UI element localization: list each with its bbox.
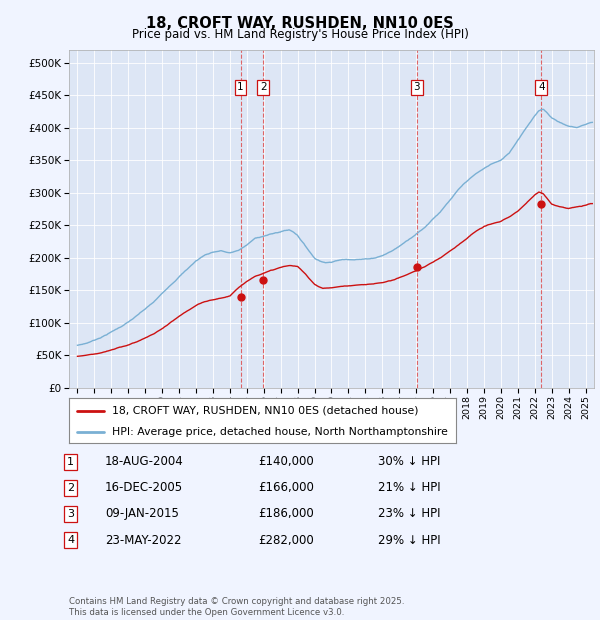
Text: 3: 3 [67,509,74,519]
Text: 18, CROFT WAY, RUSHDEN, NN10 0ES (detached house): 18, CROFT WAY, RUSHDEN, NN10 0ES (detach… [112,405,418,416]
Text: £166,000: £166,000 [258,482,314,494]
Text: 18, CROFT WAY, RUSHDEN, NN10 0ES: 18, CROFT WAY, RUSHDEN, NN10 0ES [146,16,454,30]
Text: 2: 2 [260,82,266,92]
Text: 21% ↓ HPI: 21% ↓ HPI [378,482,440,494]
Text: 29% ↓ HPI: 29% ↓ HPI [378,534,440,546]
Text: HPI: Average price, detached house, North Northamptonshire: HPI: Average price, detached house, Nort… [112,427,448,437]
Text: 23-MAY-2022: 23-MAY-2022 [105,534,182,546]
Text: £186,000: £186,000 [258,508,314,520]
Text: Contains HM Land Registry data © Crown copyright and database right 2025.
This d: Contains HM Land Registry data © Crown c… [69,598,404,617]
Text: 4: 4 [67,535,74,545]
Text: 4: 4 [538,82,545,92]
Text: 09-JAN-2015: 09-JAN-2015 [105,508,179,520]
Text: £140,000: £140,000 [258,456,314,468]
Text: 16-DEC-2005: 16-DEC-2005 [105,482,183,494]
Text: £282,000: £282,000 [258,534,314,546]
Text: 1: 1 [237,82,244,92]
Text: 3: 3 [413,82,420,92]
Text: 2: 2 [67,483,74,493]
Text: Price paid vs. HM Land Registry's House Price Index (HPI): Price paid vs. HM Land Registry's House … [131,28,469,41]
Text: 23% ↓ HPI: 23% ↓ HPI [378,508,440,520]
Text: 30% ↓ HPI: 30% ↓ HPI [378,456,440,468]
Text: 18-AUG-2004: 18-AUG-2004 [105,456,184,468]
Text: 1: 1 [67,457,74,467]
